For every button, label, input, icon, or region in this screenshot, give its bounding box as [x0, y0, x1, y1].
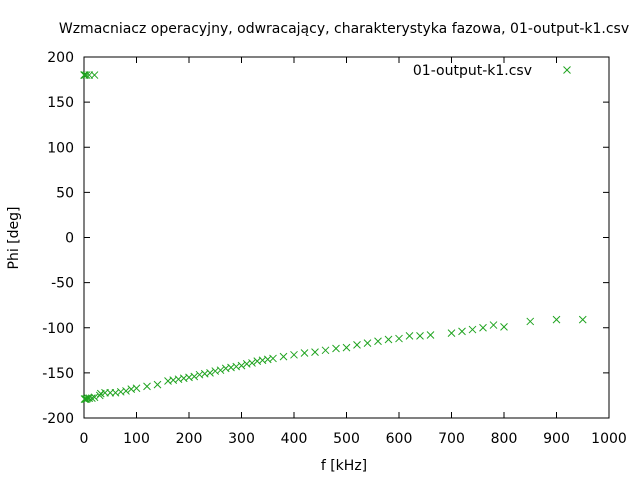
data-point	[237, 361, 246, 370]
data-point	[122, 387, 130, 395]
data-point	[447, 329, 456, 338]
data-point	[384, 335, 393, 344]
y-tick-label: 0	[65, 231, 74, 247]
data-point	[342, 343, 351, 352]
x-tick-label: 0	[80, 431, 89, 447]
data-series	[80, 71, 587, 403]
legend-marker-x	[563, 66, 571, 74]
data-point	[489, 321, 498, 329]
data-point	[132, 384, 141, 393]
data-point	[363, 339, 372, 347]
data-point	[153, 380, 162, 389]
legend-label: 01-output-k1.csv	[413, 63, 532, 79]
plot-frame	[83, 56, 610, 419]
data-point	[578, 315, 587, 324]
data-point	[416, 332, 424, 340]
x-axis: 0 100 200 300 400 500 600 700 800 900 1000	[80, 57, 627, 447]
data-point	[300, 349, 309, 357]
y-tick-label: 150	[47, 95, 74, 111]
data-point	[458, 327, 466, 336]
y-axis-label: Phi [deg]	[6, 207, 22, 270]
data-point	[88, 394, 96, 402]
x-tick-label: 900	[543, 431, 570, 447]
x-tick-label: 200	[176, 431, 203, 447]
y-tick-label: -150	[42, 366, 74, 382]
data-point	[353, 341, 361, 349]
data-point	[321, 346, 330, 355]
data-point	[269, 354, 277, 363]
data-point	[95, 391, 104, 400]
data-point	[216, 366, 225, 375]
x-tick-label: 400	[281, 431, 308, 447]
data-point	[190, 372, 199, 381]
x-tick-label: 700	[438, 431, 465, 447]
x-tick-label: 500	[333, 431, 360, 447]
data-point	[426, 331, 435, 339]
data-point	[374, 337, 382, 346]
y-tick-label: 50	[56, 185, 74, 201]
data-point	[526, 317, 535, 326]
data-point	[279, 352, 288, 361]
x-tick-label: 100	[123, 431, 150, 447]
data-point	[405, 332, 414, 340]
y-tick-label: -50	[51, 276, 74, 292]
data-point	[90, 393, 99, 402]
chart-title: Wzmacniacz operacyjny, odwracający, char…	[59, 21, 629, 37]
y-axis: -200 -150 -100 -50 0 50 100 150 200	[42, 50, 609, 427]
data-point	[500, 322, 508, 331]
data-point	[332, 344, 340, 353]
legend-marker	[563, 66, 571, 74]
x-tick-label: 800	[491, 431, 518, 447]
data-point	[90, 71, 99, 79]
data-point	[248, 359, 256, 367]
legend: 01-output-k1.csv	[413, 63, 571, 79]
data-point	[290, 350, 298, 359]
y-tick-label: 200	[47, 50, 74, 66]
y-tick-label: 100	[47, 140, 74, 156]
data-point	[552, 315, 561, 324]
data-point	[82, 71, 91, 79]
data-point	[479, 323, 487, 332]
data-point	[206, 369, 214, 377]
data-point	[395, 334, 403, 343]
y-tick-label: -100	[42, 321, 74, 337]
data-point	[468, 325, 477, 334]
x-tick-label: 600	[386, 431, 413, 447]
x-tick-label: 300	[228, 431, 255, 447]
data-point	[311, 348, 319, 356]
x-axis-label: f [kHz]	[321, 458, 367, 474]
x-tick-label: 1000	[591, 431, 627, 447]
data-point	[143, 382, 151, 391]
y-tick-label: -200	[42, 411, 74, 427]
